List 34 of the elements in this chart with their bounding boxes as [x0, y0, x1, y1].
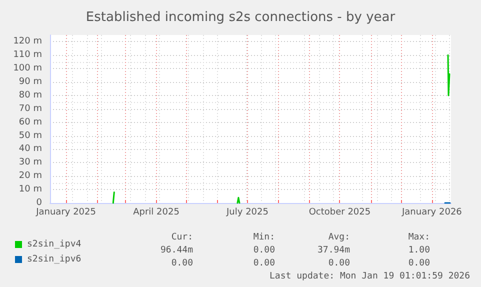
text: 0.00 — [253, 258, 275, 268]
text: Max: — [408, 232, 430, 242]
text: 0.00 — [171, 258, 193, 268]
y-tick-label: 40 m — [18, 144, 42, 154]
y-tick-label: 30 m — [18, 158, 42, 168]
y-tick-label: 10 m — [18, 184, 42, 195]
text: 0.00 — [253, 246, 275, 256]
y-tick-label: 70 m — [18, 104, 42, 114]
text: 1.00 — [408, 246, 430, 256]
legend-label: s2sin_ipv6 — [27, 254, 82, 264]
text: 0.00 — [408, 258, 430, 268]
x-tick-label: January 2026 — [401, 208, 462, 218]
x-tick-label: October 2025 — [308, 208, 371, 218]
x-tick-label: April 2025 — [133, 208, 180, 218]
text: 0.00 — [328, 258, 350, 268]
legend-label: s2sin_ipv4 — [27, 240, 82, 250]
text: Cur: — [171, 232, 193, 242]
x-tick-label: July 2025 — [226, 208, 268, 218]
text: Min: — [253, 232, 275, 242]
y-tick-label: 50 m — [18, 130, 42, 141]
x-tick-label: January 2025 — [35, 208, 96, 218]
y-tick-label: 100 m — [13, 64, 42, 74]
y-tick-label: 120 m — [13, 36, 42, 47]
y-tick-label: 80 m — [18, 90, 42, 100]
y-tick-label: 90 m — [18, 77, 42, 88]
text: Last update: Mon Jan 19 01:01:59 2026 — [270, 272, 470, 282]
text: Avg: — [328, 232, 350, 242]
y-tick-label: 60 m — [18, 117, 42, 128]
text: 37.94m — [317, 246, 350, 256]
chart-title: Established incoming s2s connections - by year — [86, 10, 396, 25]
y-tick-label: 0 — [36, 198, 42, 208]
y-tick-label: 20 m — [18, 171, 42, 182]
y-tick-label: 110 m — [13, 50, 42, 60]
text: 96.44m — [160, 246, 193, 256]
